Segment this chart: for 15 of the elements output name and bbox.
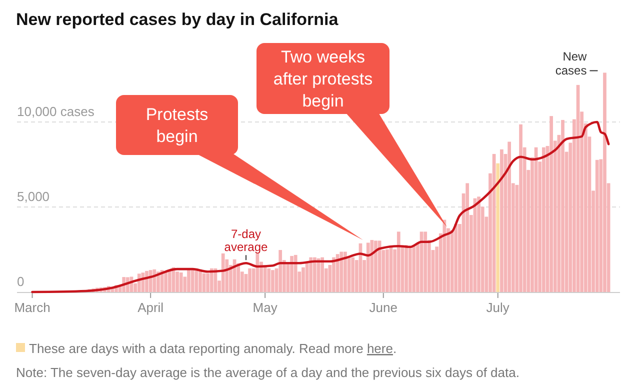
annotation: Two weeks after protests begin — [273, 48, 373, 110]
chart-title: New reported cases by day in California — [16, 10, 339, 29]
series-label: New cases — [555, 50, 588, 78]
x-tick-label: July — [486, 300, 510, 315]
y-tick-label: 5,000 — [17, 189, 50, 204]
x-tick-label: March — [14, 300, 50, 315]
y-tick-label: 10,000 cases — [17, 104, 95, 119]
text: These are days with a data reporting anomaly. Read more here. — [29, 341, 397, 356]
x-tick-label: June — [369, 300, 398, 315]
text: Note: The seven-day average is the average of a day and the previous six days of data. — [16, 365, 520, 380]
series-label: 7-day average — [224, 227, 268, 254]
x-tick-label: April — [138, 300, 164, 315]
x-tick-label: May — [252, 300, 278, 315]
y-tick-label: 0 — [17, 274, 24, 289]
annotation: Protests begin — [146, 105, 208, 146]
